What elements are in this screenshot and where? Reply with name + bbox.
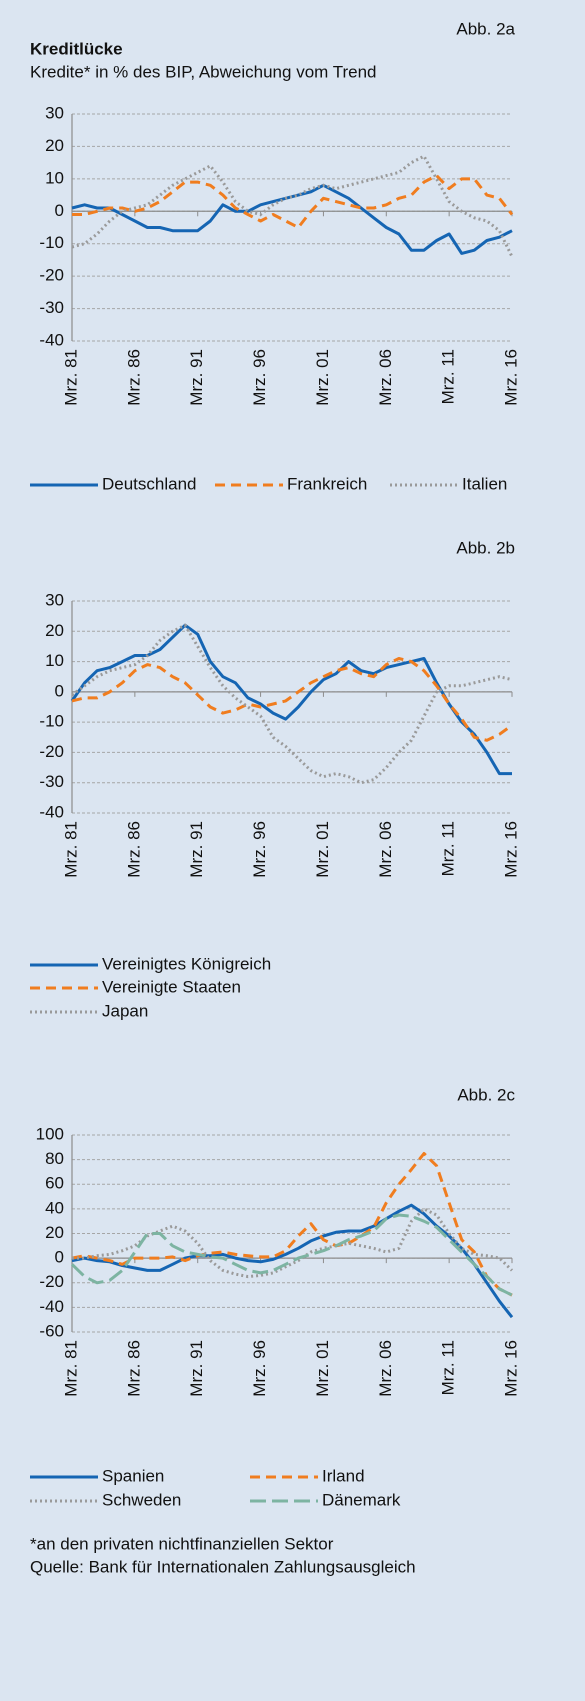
legend-label: Spanien	[102, 1466, 164, 1485]
x-tick-label: Mrz. 96	[250, 821, 269, 878]
x-tick-label: Mrz. 11	[439, 349, 458, 404]
x-tick-label: Mrz. 91	[187, 349, 206, 406]
figure-label: Abb. 2b	[456, 538, 515, 557]
x-tick-label: Mrz. 16	[501, 821, 520, 878]
legend-label: Irland	[322, 1466, 365, 1485]
y-tick-label: 30	[45, 590, 64, 609]
series-line	[71, 657, 513, 742]
y-tick-label: -40	[39, 802, 64, 821]
figure-label: Abb. 2a	[456, 19, 515, 38]
x-tick-label: Mrz. 06	[376, 821, 395, 878]
y-tick-label: -30	[39, 772, 64, 791]
y-tick-label: 80	[45, 1149, 64, 1168]
y-tick-label: 20	[45, 1223, 64, 1242]
y-tick-label: -30	[39, 298, 64, 317]
y-tick-label: 30	[45, 103, 64, 122]
y-tick-label: -60	[39, 1321, 64, 1340]
x-tick-label: Mrz. 06	[376, 1340, 395, 1397]
x-tick-label: Mrz. 81	[61, 1340, 80, 1397]
x-tick-label: Mrz. 16	[501, 349, 520, 406]
series-line	[72, 174, 514, 229]
x-tick-label: Mrz. 06	[376, 349, 395, 406]
y-tick-label: 0	[55, 201, 64, 220]
figure-label: Abb. 2c	[457, 1085, 515, 1104]
chart-title: Kreditlücke	[30, 39, 123, 58]
y-tick-label: -20	[39, 742, 64, 761]
y-tick-label: 100	[36, 1124, 64, 1143]
x-tick-label: Mrz. 96	[250, 349, 269, 406]
legend-label: Japan	[102, 1001, 148, 1020]
x-tick-label: Mrz. 81	[61, 821, 80, 878]
x-tick-label: Mrz. 01	[313, 821, 332, 878]
y-tick-label: 0	[55, 1248, 64, 1267]
y-tick-label: 0	[55, 681, 64, 700]
y-tick-label: 10	[45, 168, 64, 187]
x-tick-label: Mrz. 11	[439, 1340, 458, 1395]
legend-label: Deutschland	[102, 474, 197, 493]
y-tick-label: -40	[39, 1297, 64, 1316]
x-tick-label: Mrz. 01	[313, 349, 332, 406]
legend-label: Frankreich	[287, 474, 367, 493]
legend-label: Schweden	[102, 1490, 181, 1509]
y-tick-label: -20	[39, 1272, 64, 1291]
y-tick-label: -10	[39, 233, 64, 252]
x-tick-label: Mrz. 86	[124, 821, 143, 878]
y-tick-label: -40	[39, 330, 64, 349]
x-tick-label: Mrz. 86	[124, 349, 143, 406]
x-tick-label: Mrz. 86	[124, 1340, 143, 1397]
source: Quelle: Bank für Internationalen Zahlung…	[30, 1557, 416, 1576]
footnote: *an den privaten nichtfinanziellen Sekto…	[30, 1534, 334, 1553]
series-line	[72, 1207, 514, 1279]
x-tick-label: Mrz. 01	[313, 1340, 332, 1397]
x-tick-label: Mrz. 91	[187, 1340, 206, 1397]
x-tick-label: Mrz. 91	[187, 821, 206, 878]
y-tick-label: 10	[45, 651, 64, 670]
legend-label: Vereinigtes Königreich	[102, 954, 271, 973]
y-tick-label: -20	[39, 266, 64, 285]
legend-label: Italien	[462, 474, 507, 493]
y-tick-label: -10	[39, 712, 64, 731]
x-tick-label: Mrz. 11	[439, 821, 458, 876]
chart-subtitle: Kredite* in % des BIP, Abweichung vom Tr…	[30, 62, 377, 81]
legend-label: Dänemark	[322, 1490, 401, 1509]
x-tick-label: Mrz. 16	[501, 1340, 520, 1397]
x-tick-label: Mrz. 81	[61, 349, 80, 406]
series-line	[71, 1152, 513, 1297]
y-tick-label: 60	[45, 1174, 64, 1193]
series-line	[70, 1213, 513, 1297]
series-line	[71, 183, 513, 255]
y-tick-label: 20	[45, 621, 64, 640]
y-tick-label: 20	[45, 136, 64, 155]
legend-label: Vereinigte Staaten	[102, 977, 241, 996]
series-line	[71, 154, 514, 258]
y-tick-label: 40	[45, 1198, 64, 1217]
x-tick-label: Mrz. 96	[250, 1340, 269, 1397]
